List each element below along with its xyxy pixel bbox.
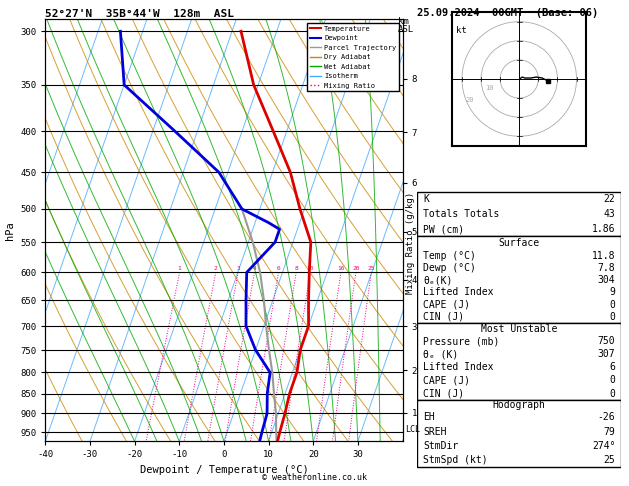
Text: 8: 8: [294, 266, 298, 271]
Text: Temp (°C): Temp (°C): [423, 251, 476, 260]
Text: 6: 6: [610, 363, 615, 372]
Text: -26: -26: [598, 412, 615, 422]
Bar: [417, 400, 621, 468]
Text: 0: 0: [610, 312, 615, 322]
Text: K: K: [423, 194, 429, 204]
Text: 307: 307: [598, 349, 615, 359]
Text: © weatheronline.co.uk: © weatheronline.co.uk: [262, 473, 367, 482]
Text: 2: 2: [214, 266, 218, 271]
Text: 0: 0: [610, 388, 615, 399]
Text: 79: 79: [604, 427, 615, 436]
Text: 6: 6: [277, 266, 281, 271]
Text: CIN (J): CIN (J): [423, 388, 464, 399]
Bar: [417, 237, 621, 323]
Text: 22: 22: [604, 194, 615, 204]
Text: 25.09.2024  00GMT  (Base: 06): 25.09.2024 00GMT (Base: 06): [417, 8, 598, 18]
Text: StmSpd (kt): StmSpd (kt): [423, 455, 487, 465]
Text: θₑ(K): θₑ(K): [423, 275, 452, 285]
Text: 43: 43: [604, 209, 615, 219]
Text: Most Unstable: Most Unstable: [481, 324, 557, 334]
Text: ASL: ASL: [398, 25, 415, 35]
Text: 1: 1: [177, 266, 181, 271]
Text: 7.8: 7.8: [598, 263, 615, 273]
Text: StmDir: StmDir: [423, 441, 459, 451]
Text: θₑ (K): θₑ (K): [423, 349, 459, 359]
Text: Lifted Index: Lifted Index: [423, 363, 494, 372]
Text: 25: 25: [604, 455, 615, 465]
Text: 11.8: 11.8: [592, 251, 615, 260]
Bar: [417, 323, 621, 400]
Text: km: km: [398, 17, 409, 26]
Text: 274°: 274°: [592, 441, 615, 451]
X-axis label: Dewpoint / Temperature (°C): Dewpoint / Temperature (°C): [140, 465, 308, 475]
Text: 0: 0: [610, 376, 615, 385]
Legend: Temperature, Dewpoint, Parcel Trajectory, Dry Adiabat, Wet Adiabat, Isotherm, Mi: Temperature, Dewpoint, Parcel Trajectory…: [308, 23, 399, 91]
Text: 16: 16: [337, 266, 345, 271]
Text: Lifted Index: Lifted Index: [423, 287, 494, 297]
Text: 3: 3: [236, 266, 240, 271]
Text: 20: 20: [352, 266, 360, 271]
Text: kt: kt: [456, 26, 467, 35]
Text: 9: 9: [610, 287, 615, 297]
Text: CAPE (J): CAPE (J): [423, 300, 470, 310]
Text: 0: 0: [610, 300, 615, 310]
Text: Pressure (mb): Pressure (mb): [423, 336, 499, 346]
Text: 4: 4: [253, 266, 257, 271]
Text: 10: 10: [485, 86, 493, 91]
Text: LCL: LCL: [405, 425, 420, 434]
Text: PW (cm): PW (cm): [423, 224, 464, 234]
Y-axis label: hPa: hPa: [4, 221, 14, 240]
Text: CIN (J): CIN (J): [423, 312, 464, 322]
Text: EH: EH: [423, 412, 435, 422]
Text: 10: 10: [306, 266, 314, 271]
Text: Totals Totals: Totals Totals: [423, 209, 499, 219]
Text: 1.86: 1.86: [592, 224, 615, 234]
Text: 52°27'N  35B°44'W  128m  ASL: 52°27'N 35B°44'W 128m ASL: [45, 9, 234, 18]
Bar: [417, 191, 621, 237]
Text: CAPE (J): CAPE (J): [423, 376, 470, 385]
Text: 25: 25: [367, 266, 375, 271]
Text: Surface: Surface: [499, 238, 540, 248]
Text: SREH: SREH: [423, 427, 447, 436]
Text: Hodograph: Hodograph: [493, 400, 546, 410]
Text: 750: 750: [598, 336, 615, 346]
Text: 304: 304: [598, 275, 615, 285]
Text: Mixing Ratio (g/kg): Mixing Ratio (g/kg): [406, 192, 415, 294]
Text: 20: 20: [466, 97, 474, 103]
Text: Dewp (°C): Dewp (°C): [423, 263, 476, 273]
